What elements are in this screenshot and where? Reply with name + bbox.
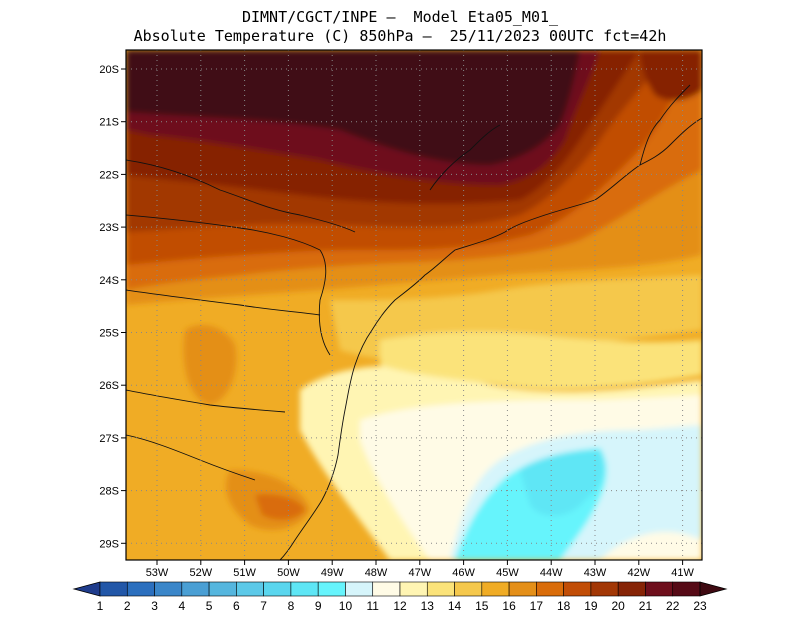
colorbar-swatch — [536, 581, 564, 597]
colorbar-swatch — [99, 581, 128, 597]
colorbar-label: 12 — [393, 599, 407, 613]
colorbar-swatch — [345, 581, 374, 597]
colorbar-swatch — [645, 581, 674, 597]
colorbar-label: 22 — [666, 599, 680, 613]
colorbar-label: 8 — [288, 599, 295, 613]
sp-mg-border — [126, 159, 356, 233]
graticule — [126, 50, 702, 560]
coastline-and-borders — [126, 84, 702, 560]
colorbar-label: 5 — [206, 599, 213, 613]
colorbar-swatch — [508, 581, 537, 597]
field-18-south — [255, 494, 305, 520]
lon-label: 48W — [365, 567, 388, 579]
es-border — [639, 84, 691, 166]
lon-label: 45W — [496, 567, 519, 579]
lat-label: 24S — [99, 275, 119, 287]
temperature-field — [126, 50, 702, 560]
colorbar-label: 10 — [339, 599, 353, 613]
colorbar-swatch — [617, 581, 646, 597]
sc-rs-border — [126, 389, 286, 413]
colorbar-label: 9 — [315, 599, 322, 613]
lat-label: 27S — [99, 433, 119, 445]
colorbar-swatch — [454, 581, 483, 597]
colorbar-swatch — [236, 581, 264, 597]
colorbar-label: 11 — [366, 599, 379, 613]
lat-label: 22S — [99, 169, 119, 181]
field-21-ne — [640, 50, 702, 101]
colorbar-label: 6 — [233, 599, 240, 613]
colorbar-swatch — [208, 581, 237, 597]
colorbar-swatch — [563, 581, 592, 597]
lon-label: 43W — [584, 567, 607, 579]
colorbar-swatch — [317, 581, 346, 597]
colorbar-label: 3 — [151, 599, 158, 613]
colorbar-label: 2 — [124, 599, 131, 613]
title-line-2: Absolute Temperature (C) 850hPa — 25/11/… — [133, 27, 667, 45]
mg-internal-border — [429, 124, 501, 191]
sc-internal-border — [318, 249, 331, 356]
lon-label: 50W — [277, 567, 300, 579]
colorbar-swatch — [126, 581, 155, 597]
colorbar-label: 20 — [612, 599, 626, 613]
lat-label: 28S — [99, 486, 119, 498]
colorbar-label: 19 — [584, 599, 598, 613]
coastline — [279, 117, 702, 560]
colorbar-swatch — [154, 581, 183, 597]
colorbar-swatch — [426, 581, 455, 597]
field-23 — [126, 50, 580, 165]
colorbar-label: 4 — [178, 599, 185, 613]
colorbar-label: 1 — [97, 599, 104, 613]
lon-label: 52W — [189, 567, 212, 579]
colorbar-swatch — [372, 581, 401, 597]
colorbar-label: 21 — [639, 599, 653, 613]
colorbar-label: 13 — [421, 599, 435, 613]
colorbar-label: 17 — [530, 599, 544, 613]
lat-label: 20S — [99, 64, 119, 76]
colorbar-swatch — [290, 581, 319, 597]
lon-label: 51W — [233, 567, 256, 579]
lat-label: 25S — [99, 328, 119, 340]
lon-label: 42W — [627, 567, 650, 579]
lon-label: 49W — [321, 567, 344, 579]
field-9 — [520, 450, 605, 516]
title-line-1: DIMNT/CGCT/INPE — Model Eta05_M01_ — [241, 8, 559, 26]
colorbar-label: 16 — [502, 599, 516, 613]
colorbar-swatch — [481, 581, 510, 597]
colorbar-swatch — [590, 581, 619, 597]
colorbar-swatch — [263, 581, 292, 597]
colorbar-swatch — [181, 581, 210, 597]
colorbar-label: 14 — [448, 599, 462, 613]
lat-label: 26S — [99, 380, 119, 392]
colorbar: 1 2 3 4 5 6 7 8 9 10 11 12 13 14 15 16 17 18 19 20 21 22 23 — [72, 581, 728, 613]
lon-label: 44W — [540, 567, 563, 579]
rs-border-west — [126, 434, 256, 481]
lat-label: 29S — [99, 538, 119, 550]
pr-sc-border — [126, 289, 321, 316]
latitude-axis: 20S 21S 22S 23S 24S 25S 26S 27S 28S 29S — [99, 64, 126, 550]
plot-frame — [125, 49, 703, 561]
colorbar-arrow-high — [699, 581, 728, 597]
field-14 — [380, 331, 702, 390]
colorbar-label: 23 — [693, 599, 707, 613]
colorbar-label: 15 — [475, 599, 489, 613]
colorbar-swatch — [399, 581, 428, 597]
colorbar-label: 7 — [260, 599, 267, 613]
lon-label: 41W — [671, 567, 694, 579]
colorbar-label: 18 — [557, 599, 571, 613]
colorbar-arrow-low — [72, 581, 101, 597]
lat-label: 23S — [99, 222, 119, 234]
pr-sp-border — [126, 214, 321, 251]
lon-label: 47W — [408, 567, 431, 579]
lon-label: 53W — [146, 567, 169, 579]
lat-label: 21S — [99, 117, 119, 129]
colorbar-swatch — [672, 581, 701, 597]
lon-label: 46W — [452, 567, 475, 579]
longitude-axis: 53W 52W 51W 50W 49W 48W 47W 46W 45W 44W 43W 42W 41W — [146, 560, 695, 579]
